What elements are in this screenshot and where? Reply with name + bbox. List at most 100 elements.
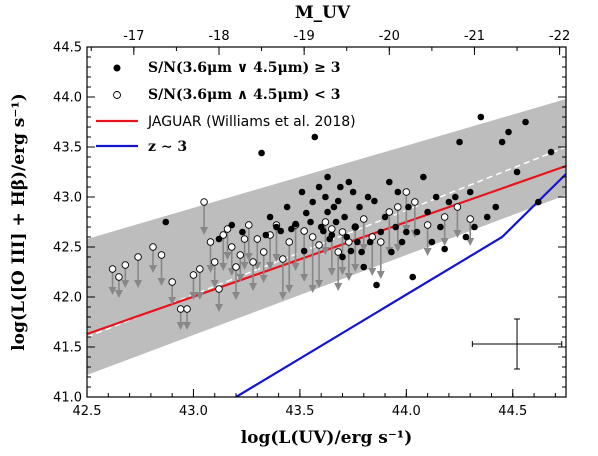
upper-limit-arrow-head bbox=[344, 273, 353, 281]
filled-point bbox=[239, 228, 246, 236]
fit-band bbox=[87, 99, 566, 375]
open-point bbox=[308, 233, 317, 241]
filled-point bbox=[347, 247, 355, 255]
upper-limit-arrow-head bbox=[278, 292, 287, 300]
filled-point bbox=[466, 188, 474, 196]
filled-point bbox=[358, 248, 365, 256]
open-point bbox=[394, 203, 402, 211]
upper-limit-arrow-head bbox=[327, 268, 336, 276]
filled-point bbox=[364, 193, 372, 201]
upper-limit-arrow-head bbox=[440, 238, 449, 246]
axis-ticks: 42.5 43.0 43.5 44.0 44.5 41.0 41.5 42.0 42.5 43.0… bbox=[53, 29, 570, 419]
open-point bbox=[210, 258, 219, 266]
filled-point bbox=[266, 213, 274, 221]
open-point bbox=[183, 305, 191, 313]
open-point bbox=[189, 271, 198, 279]
open-point bbox=[385, 208, 394, 216]
open-point bbox=[440, 213, 449, 221]
filled-point bbox=[535, 198, 542, 206]
y-tick-label: 44.5 bbox=[53, 41, 82, 56]
filled-point bbox=[377, 228, 385, 236]
open-point bbox=[149, 243, 157, 251]
filled-point bbox=[413, 228, 421, 236]
top-tick-label: -19 bbox=[294, 29, 315, 44]
upper-limit-arrow-head bbox=[219, 263, 228, 271]
upper-limit-arrow-head bbox=[176, 322, 185, 330]
upper-limit-arrow-head bbox=[240, 262, 249, 270]
filled-point bbox=[471, 223, 478, 231]
upper-limit-arrow-head bbox=[148, 265, 157, 273]
filled-point bbox=[388, 248, 395, 256]
data-points-layer bbox=[108, 113, 555, 313]
upper-limit-arrow-head bbox=[376, 271, 385, 279]
plot-frame bbox=[86, 46, 567, 398]
upper-limit-arrow-head bbox=[108, 287, 117, 295]
open-point bbox=[253, 235, 262, 243]
filled-point bbox=[445, 198, 453, 206]
open-point bbox=[411, 198, 419, 206]
open-point bbox=[121, 261, 130, 269]
filled-point bbox=[332, 218, 340, 226]
upper-limit-arrow-head bbox=[338, 267, 347, 275]
filled-point bbox=[298, 188, 306, 196]
filled-point bbox=[492, 203, 500, 211]
filled-point bbox=[477, 113, 485, 121]
upper-limit-arrow-head bbox=[272, 254, 281, 262]
upper-limit-arrow-head bbox=[359, 244, 368, 252]
open-point bbox=[285, 238, 293, 246]
z3-line bbox=[235, 173, 566, 397]
upper-limit-arrow-head bbox=[157, 278, 166, 286]
open-point bbox=[240, 235, 249, 243]
y-axis-title: log(L([O III] + Hβ)/erg s⁻¹) bbox=[9, 93, 29, 351]
x-tick-label: 44.0 bbox=[392, 404, 421, 419]
filled-point bbox=[381, 213, 389, 221]
upper-limit-arrow-head bbox=[223, 252, 232, 260]
upper-limit-arrow-head bbox=[423, 248, 432, 256]
filled-point bbox=[322, 193, 329, 201]
upper-limit-arrow-head bbox=[195, 292, 204, 300]
y-tick-label: 42.5 bbox=[53, 241, 82, 256]
filled-point bbox=[283, 203, 291, 211]
filled-point bbox=[328, 231, 336, 239]
filled-point bbox=[315, 183, 323, 191]
filled-point bbox=[273, 223, 280, 231]
filled-point bbox=[351, 223, 359, 231]
filled-point bbox=[456, 138, 463, 146]
legend-label: JAGUAR (Williams et al. 2018) bbox=[147, 114, 356, 130]
upper-limit-arrow-head bbox=[321, 247, 330, 255]
legend: S/N(3.6μm ∨ 4.5μm) ≥ 3 S/N(3.6μm ∧ 4.5μm)… bbox=[96, 60, 356, 155]
filled-point bbox=[392, 223, 399, 231]
open-point bbox=[300, 227, 308, 235]
filled-point bbox=[262, 231, 270, 239]
filled-point bbox=[371, 197, 378, 205]
upper-limit-arrow-head bbox=[259, 275, 268, 283]
open-point bbox=[134, 253, 142, 261]
open-point bbox=[338, 228, 347, 236]
upper-limit-arrow-head bbox=[266, 262, 275, 270]
filled-point bbox=[437, 223, 444, 231]
filled-point bbox=[309, 198, 316, 206]
filled-point bbox=[300, 247, 308, 255]
filled-point bbox=[349, 188, 357, 196]
filled-point bbox=[324, 173, 331, 181]
upper-limit-arrow-head bbox=[121, 280, 130, 288]
filled-point bbox=[277, 227, 285, 235]
filled-point bbox=[441, 245, 448, 253]
filled-point bbox=[334, 197, 342, 205]
y-tick-label: 44.0 bbox=[53, 91, 82, 106]
top-tick-label: -22 bbox=[549, 29, 570, 44]
top-tick-label: -20 bbox=[379, 29, 400, 44]
upper-limit-arrow-head bbox=[249, 283, 258, 291]
upper-limit-arrow-head bbox=[189, 292, 198, 300]
open-point bbox=[259, 248, 268, 256]
filled-point bbox=[343, 233, 351, 241]
filled-point bbox=[345, 178, 353, 186]
legend-label: z ∼ 3 bbox=[148, 139, 187, 155]
filled-point bbox=[386, 178, 393, 186]
upper-limit-arrow-head bbox=[285, 285, 294, 293]
filled-point bbox=[302, 209, 310, 217]
upper-limit-arrow-head bbox=[168, 297, 177, 305]
filled-point bbox=[405, 203, 412, 211]
filled-point bbox=[522, 118, 529, 126]
filled-point bbox=[403, 228, 410, 236]
